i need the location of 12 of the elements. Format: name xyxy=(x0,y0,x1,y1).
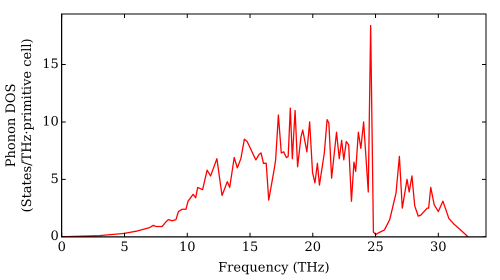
y-tick-label: 15 xyxy=(42,56,59,72)
y-axis-title: Phonon DOS (States/THz·primitive cell) xyxy=(4,38,35,212)
x-tick-label: 15 xyxy=(242,240,258,255)
x-tick-label: 25 xyxy=(367,240,384,255)
x-tick-label: 20 xyxy=(304,240,322,255)
x-axis-title: Frequency (THz) xyxy=(218,260,330,276)
y-tick-label: 5 xyxy=(50,172,59,187)
x-tick-label: 30 xyxy=(430,240,447,255)
x-tick-label: 10 xyxy=(178,240,196,255)
y-tick-label: 10 xyxy=(42,114,59,130)
x-tick-label: 5 xyxy=(120,240,129,255)
y-tick-label: 0 xyxy=(50,229,59,244)
